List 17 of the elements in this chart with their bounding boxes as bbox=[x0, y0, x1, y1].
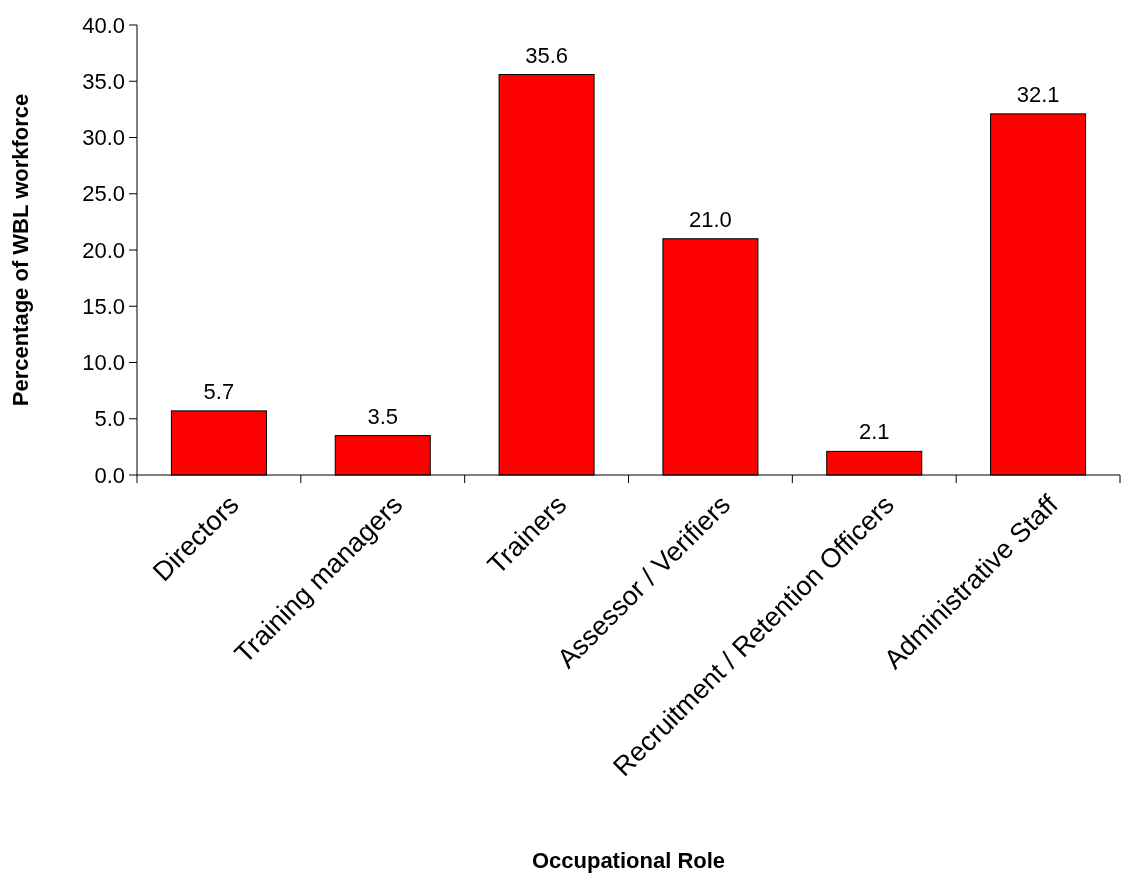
y-tick-label: 10.0 bbox=[82, 350, 125, 376]
y-tick-label: 40.0 bbox=[82, 12, 125, 38]
y-tick-label: 25.0 bbox=[82, 181, 125, 207]
x-axis-title: Occupational Role bbox=[531, 848, 726, 873]
data-label: 3.5 bbox=[367, 403, 399, 429]
data-label: 5.7 bbox=[203, 378, 235, 404]
data-label: 21.0 bbox=[689, 206, 732, 232]
y-tick-label: 35.0 bbox=[82, 68, 125, 94]
y-tick-label: 5.0 bbox=[94, 406, 125, 432]
y-tick-label: 15.0 bbox=[82, 293, 125, 319]
y-axis-title: Percentage of WBL workforce bbox=[8, 93, 33, 407]
y-tick-label: 0.0 bbox=[94, 462, 125, 488]
y-tick-label: 20.0 bbox=[82, 237, 125, 263]
y-tick-label: 30.0 bbox=[82, 125, 125, 151]
data-label: 35.6 bbox=[525, 42, 568, 68]
data-label: 2.1 bbox=[858, 419, 890, 445]
data-label: 32.1 bbox=[1016, 81, 1060, 107]
